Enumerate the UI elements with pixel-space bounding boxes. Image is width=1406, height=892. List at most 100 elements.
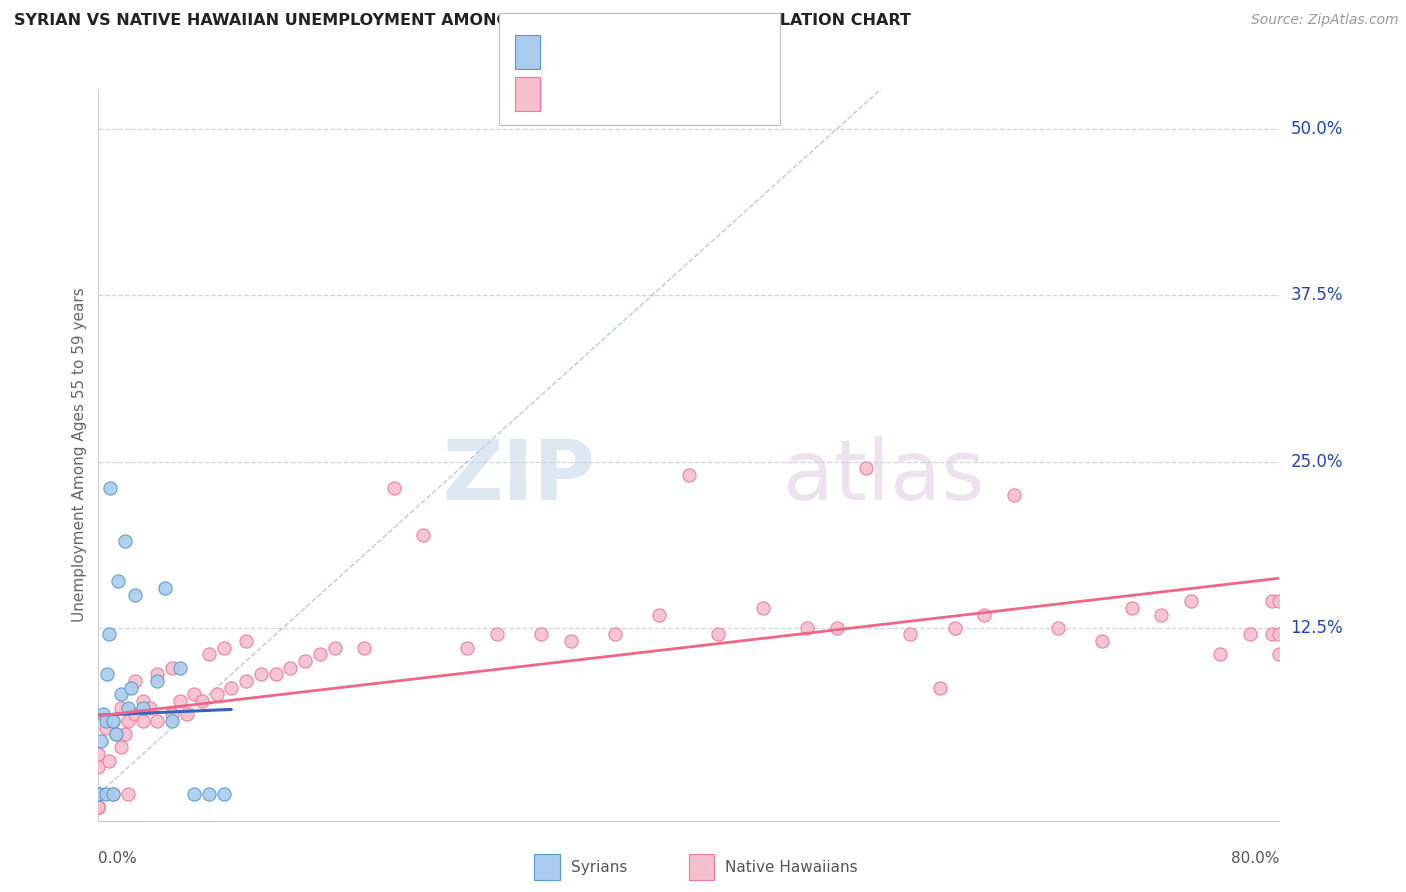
Point bbox=[900, 627, 922, 641]
Text: ZIP: ZIP bbox=[441, 436, 595, 517]
Point bbox=[456, 640, 478, 655]
Point bbox=[87, 787, 110, 801]
Point bbox=[110, 687, 132, 701]
Point bbox=[117, 700, 139, 714]
Y-axis label: Unemployment Among Ages 55 to 59 years: Unemployment Among Ages 55 to 59 years bbox=[72, 287, 87, 623]
Point bbox=[1002, 488, 1025, 502]
Point bbox=[382, 481, 405, 495]
Point bbox=[1261, 594, 1284, 608]
Point bbox=[90, 734, 112, 748]
Point bbox=[105, 727, 128, 741]
Text: 50.0%: 50.0% bbox=[1291, 120, 1343, 138]
Point bbox=[124, 673, 146, 688]
Point bbox=[124, 588, 146, 602]
Point bbox=[94, 721, 117, 735]
Point bbox=[707, 627, 730, 641]
Point bbox=[278, 661, 302, 675]
Text: R = 0.351   N = 31: R = 0.351 N = 31 bbox=[548, 43, 706, 61]
Point bbox=[87, 787, 110, 801]
Point bbox=[124, 707, 146, 722]
Point bbox=[183, 687, 205, 701]
Point bbox=[678, 467, 700, 482]
Point bbox=[1150, 607, 1173, 622]
Point bbox=[146, 673, 169, 688]
Point bbox=[120, 681, 142, 695]
Point bbox=[235, 673, 257, 688]
Point bbox=[353, 640, 375, 655]
Point bbox=[212, 640, 235, 655]
Point bbox=[97, 627, 120, 641]
Point bbox=[146, 667, 169, 681]
Point bbox=[87, 787, 110, 801]
Point bbox=[87, 787, 110, 801]
Text: 25.0%: 25.0% bbox=[1291, 452, 1343, 471]
Point bbox=[117, 714, 139, 728]
Point bbox=[264, 667, 287, 681]
Point bbox=[198, 787, 221, 801]
Point bbox=[87, 800, 110, 814]
Point bbox=[294, 654, 316, 668]
Point bbox=[212, 787, 235, 801]
Point bbox=[87, 800, 110, 814]
Point bbox=[132, 714, 155, 728]
Point bbox=[87, 800, 110, 814]
Point bbox=[198, 648, 221, 662]
Point bbox=[1180, 594, 1202, 608]
Point bbox=[96, 667, 118, 681]
Point bbox=[114, 727, 136, 741]
Point bbox=[91, 707, 114, 722]
Point bbox=[176, 707, 198, 722]
Point bbox=[183, 787, 205, 801]
Point bbox=[110, 740, 132, 755]
Point bbox=[191, 694, 214, 708]
Point bbox=[114, 534, 136, 549]
Point bbox=[412, 527, 434, 541]
Point bbox=[139, 700, 162, 714]
Point bbox=[87, 760, 110, 774]
Point bbox=[94, 714, 117, 728]
Point bbox=[87, 787, 110, 801]
Text: atlas: atlas bbox=[783, 436, 986, 517]
Point bbox=[1209, 648, 1232, 662]
Point bbox=[219, 681, 242, 695]
Point bbox=[94, 787, 117, 801]
Point bbox=[1268, 627, 1291, 641]
Point bbox=[87, 747, 110, 761]
Point bbox=[103, 714, 125, 728]
Point bbox=[1121, 600, 1143, 615]
Point bbox=[162, 661, 183, 675]
Point bbox=[943, 621, 966, 635]
Text: Source: ZipAtlas.com: Source: ZipAtlas.com bbox=[1251, 13, 1399, 28]
Text: Native Hawaiians: Native Hawaiians bbox=[725, 860, 858, 874]
Point bbox=[103, 714, 125, 728]
Point bbox=[323, 640, 346, 655]
Point bbox=[825, 621, 848, 635]
Point bbox=[855, 461, 877, 475]
Point bbox=[132, 700, 155, 714]
Point bbox=[309, 648, 332, 662]
Point bbox=[605, 627, 627, 641]
Point bbox=[235, 634, 257, 648]
Point bbox=[250, 667, 273, 681]
Point bbox=[105, 727, 128, 741]
Point bbox=[117, 787, 139, 801]
Point bbox=[1268, 648, 1291, 662]
Point bbox=[560, 634, 582, 648]
Point bbox=[928, 681, 950, 695]
Point bbox=[87, 800, 110, 814]
Point bbox=[169, 661, 191, 675]
Point bbox=[648, 607, 671, 622]
Text: R = 0.301   N = 75: R = 0.301 N = 75 bbox=[548, 85, 706, 103]
Text: 12.5%: 12.5% bbox=[1291, 619, 1343, 637]
Point bbox=[973, 607, 995, 622]
Point bbox=[169, 694, 191, 708]
Point bbox=[751, 600, 773, 615]
Point bbox=[1091, 634, 1114, 648]
Point bbox=[530, 627, 553, 641]
Point bbox=[87, 787, 110, 801]
Text: Syrians: Syrians bbox=[571, 860, 627, 874]
Point bbox=[98, 481, 121, 495]
Point bbox=[146, 714, 169, 728]
Point bbox=[107, 574, 129, 589]
Point bbox=[110, 700, 132, 714]
